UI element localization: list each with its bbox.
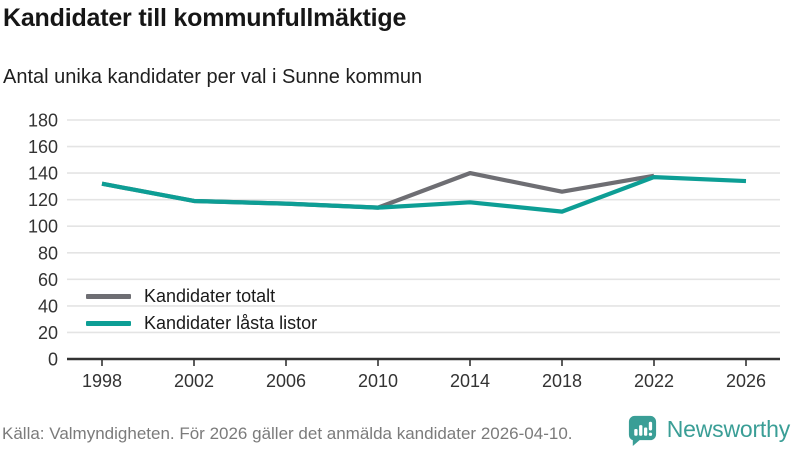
source-note: Källa: Valmyndigheten. För 2026 gäller d…	[2, 424, 573, 443]
chart-header: Kandidater till kommunfullmäktige	[3, 4, 783, 33]
series-line-1	[101, 174, 747, 214]
y-axis-tick-label: 80	[38, 243, 58, 263]
legend-swatch-locked-lists	[86, 321, 131, 326]
x-axis-tick-label: 2014	[450, 371, 490, 391]
x-axis-tick-label: 1998	[82, 371, 122, 391]
legend-item-total: Kandidater totalt	[86, 286, 317, 306]
series-line-0	[101, 171, 655, 210]
legend-label-locked-lists: Kandidater låsta listor	[144, 313, 318, 333]
y-axis-tick-label: 40	[38, 296, 58, 316]
bar-chart-glyph	[633, 421, 652, 436]
chart-legend: Kandidater totalt Kandidater låsta listo…	[86, 286, 318, 333]
x-axis-tick-label: 2010	[358, 371, 398, 391]
y-axis-tick-label: 160	[28, 137, 58, 157]
x-axis-tick-label: 2018	[542, 371, 582, 391]
newsworthy-speech-bubble-bar-chart-icon	[628, 415, 656, 446]
logo-wordmark: Newsworthy	[666, 416, 790, 442]
newsworthy-logo: Newsworthy	[626, 413, 790, 446]
legend-item-locked-lists: Kandidater låsta listor	[86, 313, 318, 333]
x-axis-tick-label: 2002	[174, 371, 214, 391]
y-axis-tick-label: 20	[38, 323, 58, 343]
legend-label-total: Kandidater totalt	[144, 286, 276, 306]
page-title: Kandidater till kommunfullmäktige	[3, 4, 407, 32]
x-axis-tick-label: 2006	[266, 371, 306, 391]
y-axis-tick-label: 60	[38, 270, 58, 290]
x-axis-tick-label: 2022	[634, 371, 674, 391]
y-axis-tick-label: 120	[28, 190, 58, 210]
y-axis-tick-label: 0	[48, 350, 58, 370]
y-axis-tick-label: 100	[28, 217, 58, 237]
x-axis-tick-label: 2026	[726, 371, 766, 391]
y-axis-tick-label: 180	[28, 111, 58, 131]
speech-bubble-shape	[628, 415, 656, 446]
y-axis-tick-label: 140	[28, 164, 58, 184]
chart-subtitle: Antal unika kandidater per val i Sunne k…	[3, 66, 423, 88]
legend-swatch-total	[86, 294, 131, 299]
